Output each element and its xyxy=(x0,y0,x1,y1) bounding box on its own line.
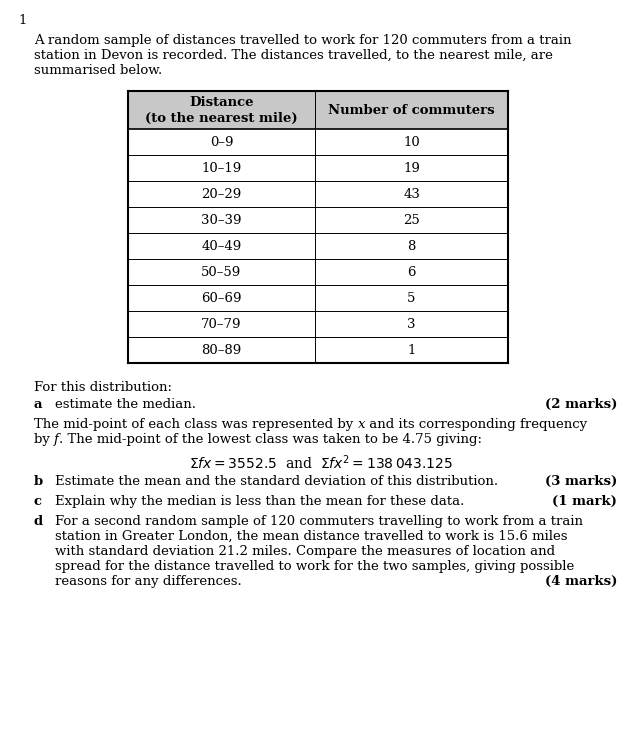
Text: 1: 1 xyxy=(18,14,26,27)
Text: 30–39: 30–39 xyxy=(201,213,242,227)
Text: a: a xyxy=(34,398,42,411)
Text: 20–29: 20–29 xyxy=(201,187,242,200)
Text: 80–89: 80–89 xyxy=(201,344,242,357)
Text: A random sample of distances travelled to work for 120 commuters from a train: A random sample of distances travelled t… xyxy=(34,34,572,47)
Text: summarised below.: summarised below. xyxy=(34,64,162,77)
Text: by: by xyxy=(34,433,54,446)
Text: 19: 19 xyxy=(403,162,420,175)
Text: b: b xyxy=(34,475,43,488)
Text: 70–79: 70–79 xyxy=(201,317,242,330)
Text: (1 mark): (1 mark) xyxy=(552,495,617,508)
Text: Distance
(to the nearest mile): Distance (to the nearest mile) xyxy=(145,96,298,124)
Text: 8: 8 xyxy=(407,240,415,252)
Text: c: c xyxy=(34,495,42,508)
Text: d: d xyxy=(34,515,43,528)
Text: and its corresponding frequency: and its corresponding frequency xyxy=(365,418,587,431)
Text: 1: 1 xyxy=(407,344,415,357)
Text: x: x xyxy=(358,418,365,431)
Text: 6: 6 xyxy=(407,265,416,279)
Text: spread for the distance travelled to work for the two samples, giving possible: spread for the distance travelled to wor… xyxy=(55,560,574,573)
Text: with standard deviation 21.2 miles. Compare the measures of location and: with standard deviation 21.2 miles. Comp… xyxy=(55,545,555,558)
Text: Estimate the mean and the standard deviation of this distribution.: Estimate the mean and the standard devia… xyxy=(55,475,498,488)
Text: reasons for any differences.: reasons for any differences. xyxy=(55,575,242,588)
Text: Number of commuters: Number of commuters xyxy=(328,104,495,116)
Text: . The mid-point of the lowest class was taken to be 4.75 giving:: . The mid-point of the lowest class was … xyxy=(59,433,482,446)
FancyBboxPatch shape xyxy=(128,91,508,129)
Text: 43: 43 xyxy=(403,187,420,200)
Text: $\Sigma fx = 3552.5$  and  $\Sigma fx^{2} = 138\,043.125$: $\Sigma fx = 3552.5$ and $\Sigma fx^{2} … xyxy=(189,453,453,471)
Text: 40–49: 40–49 xyxy=(201,240,242,252)
Text: 3: 3 xyxy=(407,317,416,330)
Text: 60–69: 60–69 xyxy=(201,292,242,305)
Text: 10: 10 xyxy=(403,135,420,148)
Text: (3 marks): (3 marks) xyxy=(545,475,617,488)
Text: (2 marks): (2 marks) xyxy=(545,398,617,411)
Text: estimate the median.: estimate the median. xyxy=(55,398,196,411)
Text: 10–19: 10–19 xyxy=(201,162,242,175)
Text: (4 marks): (4 marks) xyxy=(545,575,617,588)
Text: 25: 25 xyxy=(403,213,420,227)
Text: For this distribution:: For this distribution: xyxy=(34,381,172,394)
Text: Explain why the median is less than the mean for these data.: Explain why the median is less than the … xyxy=(55,495,464,508)
Text: 0–9: 0–9 xyxy=(210,135,233,148)
Text: station in Devon is recorded. The distances travelled, to the nearest mile, are: station in Devon is recorded. The distan… xyxy=(34,49,553,62)
Text: f: f xyxy=(54,433,59,446)
Text: The mid-point of each class was represented by: The mid-point of each class was represen… xyxy=(34,418,358,431)
Text: station in Greater London, the mean distance travelled to work is 15.6 miles: station in Greater London, the mean dist… xyxy=(55,530,568,543)
Text: 50–59: 50–59 xyxy=(201,265,242,279)
Text: For a second random sample of 120 commuters travelling to work from a train: For a second random sample of 120 commut… xyxy=(55,515,583,528)
Text: 5: 5 xyxy=(407,292,415,305)
